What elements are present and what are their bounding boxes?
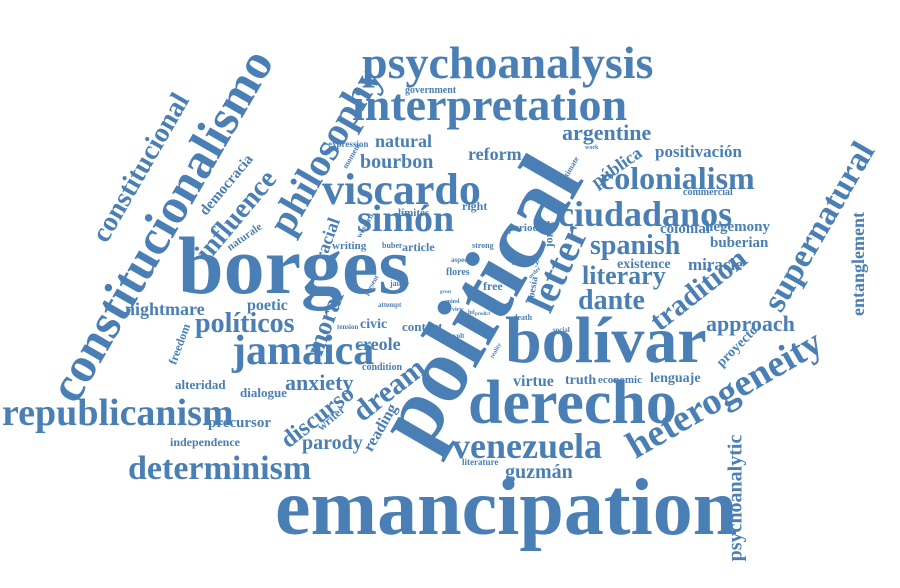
word-poetic: poetic xyxy=(247,297,288,314)
word-great: great xyxy=(440,290,452,295)
word-dante: dante xyxy=(578,285,645,316)
word-psychoanalytic: psychoanalytic xyxy=(724,434,747,562)
word-nightmare: nightmare xyxy=(125,299,205,319)
word-tension: tension xyxy=(337,323,359,331)
word-psychoanalysis: psychoanalysis xyxy=(362,37,654,88)
word-buber: buber xyxy=(382,241,403,250)
word-ciudadanos: ciudadanos xyxy=(558,194,733,234)
word-natural: natural xyxy=(375,131,433,151)
word-article: article xyxy=(402,240,435,254)
word-literary: literary xyxy=(582,261,666,290)
word-strong: strong xyxy=(472,241,494,250)
word-right: right xyxy=(462,199,488,213)
word-borges: borges xyxy=(178,220,411,311)
word-positivacion: positivación xyxy=(655,142,742,161)
word-spanish: spanish xyxy=(590,230,681,261)
word-limites: límites xyxy=(398,207,430,219)
word-emancipation: emancipation xyxy=(275,464,738,552)
word-literature: literature xyxy=(462,457,499,467)
word-colonial: colonial xyxy=(660,221,711,237)
word-determinism: determinism xyxy=(128,450,312,487)
word-commercial: commercial xyxy=(683,187,733,198)
word-lul: lul xyxy=(468,310,475,316)
word-reform: reform xyxy=(468,144,522,164)
word-creole: creole xyxy=(355,334,401,354)
word-economic: economic xyxy=(598,374,642,386)
word-death: death xyxy=(513,313,533,322)
word-buberian: buberian xyxy=(710,235,769,251)
word-alteridad: alteridad xyxy=(175,377,226,392)
word-dialogue: dialogue xyxy=(240,385,287,400)
word-aspect: aspect xyxy=(451,256,470,264)
word-virtue: virtue xyxy=(513,373,554,390)
word-viscardo: viscardo xyxy=(322,165,481,214)
word-colonialism: colonialism xyxy=(600,160,755,196)
word-bourbon: bourbon xyxy=(360,151,434,173)
word-mind: mind xyxy=(446,299,460,305)
word-context: context xyxy=(402,319,443,334)
word-bolivar: bolívar xyxy=(505,304,707,377)
word-miracle: miracle xyxy=(688,255,743,274)
word-work: work xyxy=(585,145,599,151)
word-free: free xyxy=(483,279,503,293)
word-social: social xyxy=(553,326,570,334)
word-interpretation: interpretation xyxy=(352,79,628,130)
word-government: government xyxy=(405,85,457,96)
word-condition: condition xyxy=(362,362,403,373)
word-argentine: argentine xyxy=(562,120,652,145)
word-lenguaje: lenguaje xyxy=(650,371,701,386)
word-hegemony: hegemony xyxy=(705,219,770,235)
word-existence: existence xyxy=(617,257,671,272)
word-jamaica: jamaica xyxy=(232,328,375,374)
word-jaime: jaime xyxy=(390,279,410,288)
word-derecho: derecho xyxy=(468,369,677,437)
word-civic: civic xyxy=(360,317,388,332)
word-precursor: precursor xyxy=(208,415,272,431)
word-writing: writing xyxy=(332,240,367,252)
word-guzman: guzmán xyxy=(505,461,573,483)
word-revolt: revolt xyxy=(447,332,465,340)
word-entanglement: entanglement xyxy=(847,212,868,316)
word-predict: predict xyxy=(475,312,491,317)
word-parody: parody xyxy=(302,432,363,454)
word-flores: flores xyxy=(446,267,470,278)
word-republicanism: republicanism xyxy=(2,392,234,434)
word-simon: simón xyxy=(357,198,455,240)
word-period: period xyxy=(508,222,539,234)
word-truth: truth xyxy=(565,373,597,388)
word-jorge: jorge xyxy=(541,220,556,248)
word-approach: approach xyxy=(706,311,795,336)
word-freedom: freedom xyxy=(165,321,194,367)
word-attempt: attempt xyxy=(378,301,402,309)
word-slavery: slavery xyxy=(512,257,540,267)
word-sense: sense xyxy=(448,341,462,347)
word-venezuela: venezuela xyxy=(452,426,602,466)
word-expression: expression xyxy=(328,139,369,149)
word-independence: independence xyxy=(170,435,241,449)
word-politicos: políticos xyxy=(195,308,295,339)
word-anxiety: anxiety xyxy=(285,370,354,395)
word-view: view xyxy=(452,307,464,313)
